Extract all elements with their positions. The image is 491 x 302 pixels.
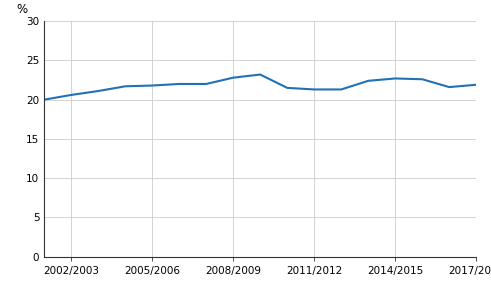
Text: %: %: [16, 3, 27, 16]
